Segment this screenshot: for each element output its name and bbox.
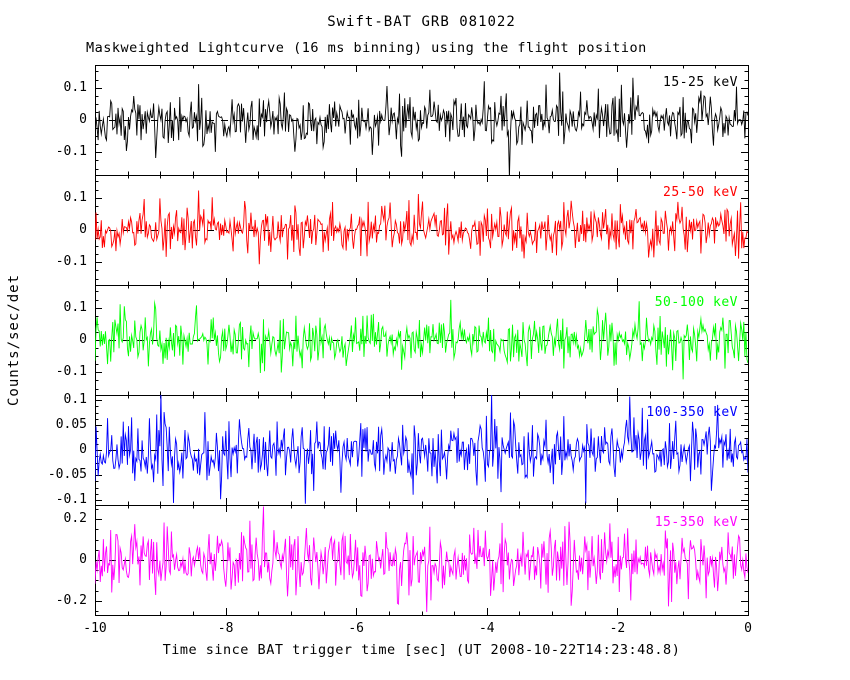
y-axis-label: Counts/sec/det [6, 273, 22, 407]
figure-subtitle: Maskweighted Lightcurve (16 ms binning) … [86, 40, 647, 56]
x-axis-label: Time since BAT trigger time [sec] (UT 20… [162, 642, 681, 658]
figure-title: Swift-BAT GRB 081022 [327, 14, 516, 30]
